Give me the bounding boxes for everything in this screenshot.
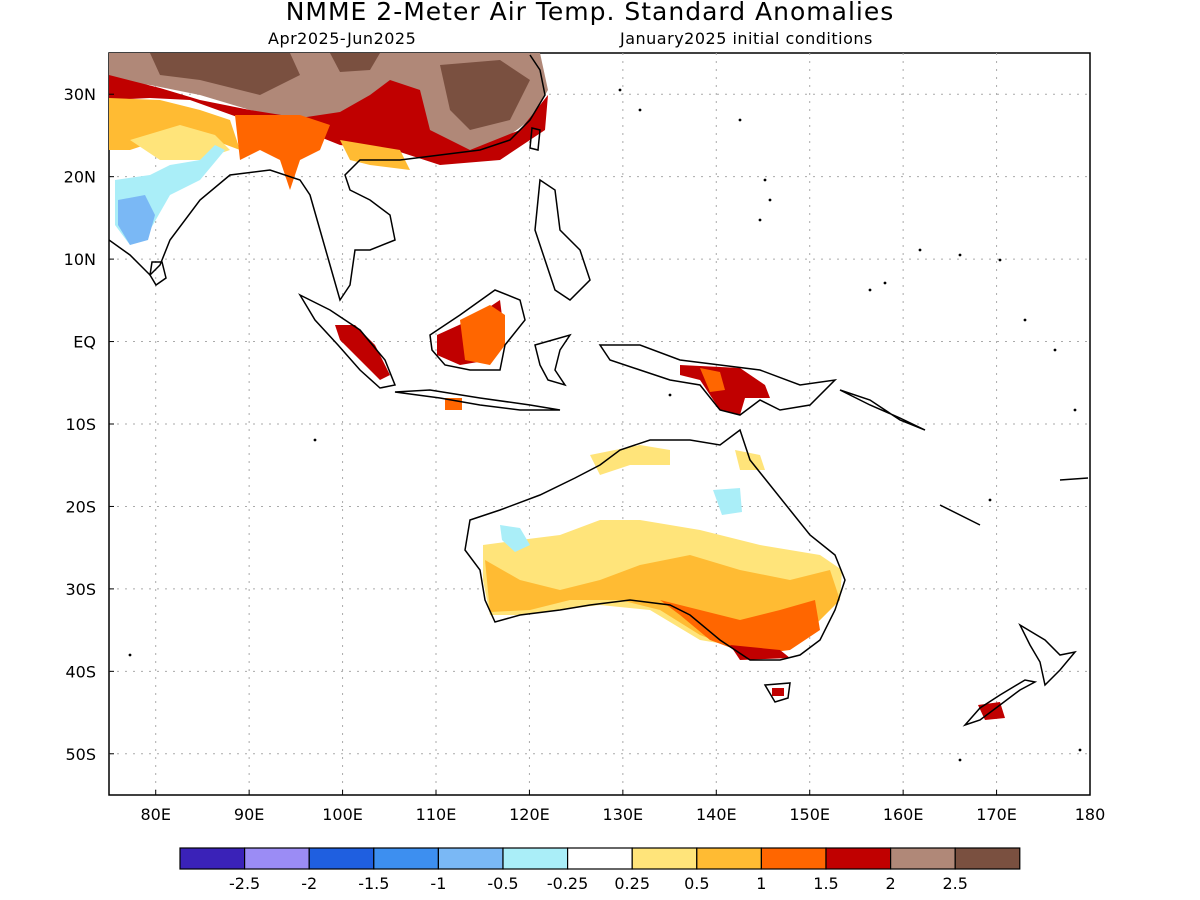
- colorbar-label: -0.5: [487, 874, 518, 893]
- colorbar-swatch: [760, 847, 827, 870]
- coastline-asia-mainland: [109, 54, 546, 302]
- coastline-sumatra: [298, 293, 397, 389]
- coastline-borneo: [429, 289, 526, 371]
- coastline-vanuatu-fiji: [939, 477, 1089, 526]
- anomaly-region-china-red: [109, 75, 548, 165]
- coastlines: [109, 54, 1089, 727]
- anomaly-region-australia-red-orange: [660, 600, 820, 655]
- anomaly-region-china-dark-west: [330, 53, 380, 72]
- anomaly-region-new-guinea-orange: [700, 368, 725, 392]
- anomaly-region-tasmania: [772, 688, 784, 696]
- anomaly-region-india-yellow: [130, 125, 230, 160]
- longitude-tick-label: 130E: [603, 805, 644, 824]
- colorbar-swatch: [308, 847, 375, 870]
- colorbar-label: 2.5: [942, 874, 967, 893]
- longitude-tick-labels: 80E 90E 100E 110E 120E 130E 140E 150E 160E 170E 18…: [140, 790, 1105, 824]
- anomaly-region-sumatra: [335, 325, 390, 380]
- latitude-tick-label: 20N: [64, 168, 96, 187]
- latitude-tick-label: 40S: [65, 662, 96, 681]
- anomaly-region-china-dark-east: [440, 60, 530, 130]
- coastline-new-zealand-north: [1018, 623, 1077, 687]
- chart-title: NMME 2-Meter Air Temp. Standard Anomalie…: [285, 0, 895, 26]
- colorbar-label: 2: [886, 874, 896, 893]
- coastline-taiwan: [529, 127, 541, 151]
- latitude-tick-label: 10S: [65, 415, 96, 434]
- coastline-new-zealand-south: [962, 679, 1038, 727]
- gridlines: [109, 53, 1090, 795]
- colorbar-label: -2: [301, 874, 317, 893]
- colorbar-swatch: [954, 847, 1021, 870]
- colorbar-swatch: [502, 847, 569, 870]
- anomaly-region-india-blue: [118, 195, 155, 245]
- coastline-solomon-islands: [839, 389, 926, 431]
- colorbar-label: -1.5: [358, 874, 389, 893]
- colorbar: [179, 847, 1021, 870]
- colorbar-swatch: [179, 847, 246, 870]
- latitude-tick-label: 20S: [65, 497, 96, 516]
- latitude-tick-label: 50S: [65, 745, 96, 764]
- coastline-australia: [464, 428, 846, 661]
- pacific-islands: [128, 88, 1082, 762]
- colorbar-label: -2.5: [229, 874, 260, 893]
- anomaly-region-nw-australia: [590, 445, 670, 475]
- colorbar-swatch: [889, 847, 956, 870]
- anomaly-region-borneo-orange: [460, 305, 505, 365]
- forecast-period: Apr2025-Jun2025: [268, 29, 417, 48]
- latitude-tick-label: 10N: [64, 250, 96, 269]
- longitude-tick-label: 170E: [976, 805, 1017, 824]
- anomaly-field: [109, 53, 1090, 795]
- coastline-java: [394, 389, 561, 411]
- initial-conditions: January2025 initial conditions: [620, 29, 873, 48]
- longitude-tick-label: 120E: [509, 805, 550, 824]
- longitude-tick-label: 90E: [234, 805, 264, 824]
- colorbar-label: 0.25: [614, 874, 650, 893]
- latitude-tick-label: 30N: [64, 85, 96, 104]
- longitude-tick-label: 150E: [789, 805, 830, 824]
- longitude-tick-label: 140E: [696, 805, 737, 824]
- anomaly-region-se-china-orange: [340, 140, 410, 170]
- coastline-new-guinea: [598, 344, 838, 416]
- longitude-tick-label: 110E: [416, 805, 457, 824]
- coastline-philippines: [534, 178, 591, 301]
- colorbar-label: 1: [756, 874, 766, 893]
- colorbar-swatch: [631, 847, 698, 870]
- colorbar-swatch: [696, 847, 762, 870]
- coastline-tasmania: [763, 682, 791, 703]
- longitude-tick-label: 160E: [883, 805, 924, 824]
- colorbar-swatch: [244, 847, 310, 870]
- colorbar-swatch: [437, 847, 504, 870]
- latitude-tick-label: 30S: [65, 580, 96, 599]
- colorbar-label: 1.5: [813, 874, 838, 893]
- longitude-tick-label: 180: [1075, 805, 1106, 824]
- anomaly-region-myanmar: [235, 115, 330, 190]
- anomaly-region-australia-cool-east: [713, 488, 742, 515]
- colorbar-labels: -2.5 -2 -1.5 -1 -0.5 -0.25 0.25 0.5 1 1.5 2 2.5: [229, 874, 968, 893]
- colorbar-swatch: [373, 847, 439, 870]
- longitude-tick-label: 100E: [322, 805, 363, 824]
- colorbar-swatch: [825, 847, 892, 870]
- coastline-sri-lanka: [149, 261, 167, 287]
- colorbar-label: -0.25: [547, 874, 588, 893]
- colorbar-label: 0.5: [684, 874, 709, 893]
- anomaly-region-china-dark: [150, 53, 300, 95]
- longitude-tick-label: 80E: [140, 805, 170, 824]
- coastline-sulawesi: [534, 333, 572, 387]
- latitude-tick-labels: 30N 20N 10N EQ 10S 20S 30S 40S 50S: [64, 85, 114, 764]
- colorbar-label: -1: [430, 874, 446, 893]
- anomaly-region-australia-cool-west: [500, 525, 530, 552]
- latitude-tick-label: EQ: [73, 333, 96, 352]
- colorbar-swatch: [566, 847, 633, 870]
